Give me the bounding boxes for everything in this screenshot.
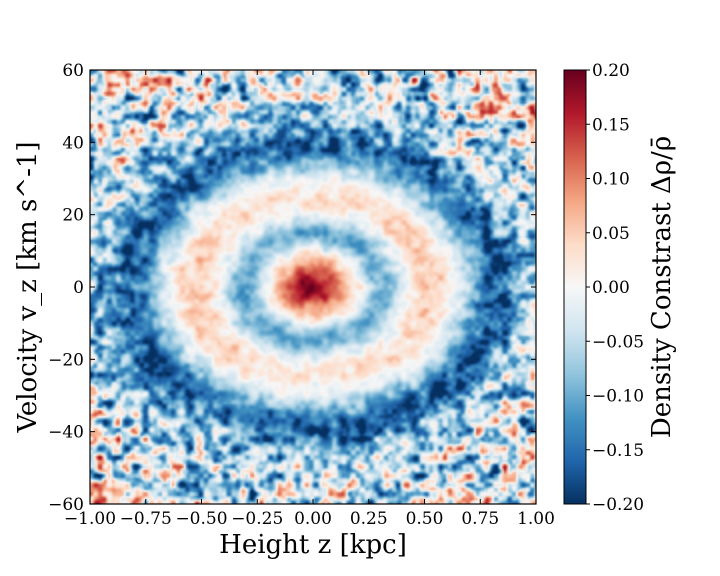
y-tick-label: −60	[48, 495, 84, 515]
y-axis-ticks: −60 −40 −20 0 20 40 60	[48, 61, 536, 515]
x-tick-label: −1.00	[64, 509, 116, 529]
colorbar-tick-label: 0.10	[592, 170, 630, 190]
heatmap-area	[90, 70, 536, 504]
density-heatmap	[90, 70, 536, 504]
x-tick-label: 0.50	[406, 509, 444, 529]
y-tick-label: 60	[62, 61, 84, 81]
colorbar-tick-label: −0.15	[592, 441, 644, 461]
y-axis-label: Velocity v_z [km s^-1]	[13, 141, 43, 433]
x-tick-label: −0.75	[120, 509, 172, 529]
colorbar-tick-label: −0.20	[592, 495, 644, 515]
colorbar-tick-label: 0.05	[592, 224, 630, 244]
colorbar-label: Density Constrast Δρ/ρ̄	[647, 136, 677, 438]
y-tick-label: 0	[73, 278, 84, 298]
x-axis-ticks: −1.00 −0.75 −0.50 −0.25 0.00 0.25 0.50 0.75 1.00	[64, 70, 555, 529]
x-tick-label: −0.50	[175, 509, 227, 529]
x-tick-label: 0.25	[350, 509, 388, 529]
y-tick-label: −40	[48, 423, 84, 443]
colorbar-tick-label: 0.00	[592, 278, 630, 298]
colorbar-tick-label: 0.15	[592, 115, 630, 135]
y-tick-label: 20	[62, 206, 84, 226]
colorbar-tick-label: −0.05	[592, 332, 644, 352]
y-tick-label: 40	[62, 133, 84, 153]
x-axis-label: Height z [kpc]	[219, 530, 407, 560]
x-tick-label: 1.00	[517, 509, 555, 529]
colorbar-tick-label: −0.10	[592, 387, 644, 407]
colorbar-tick-label: 0.20	[592, 61, 630, 81]
x-tick-label: −0.25	[231, 509, 283, 529]
x-tick-label: 0.00	[294, 509, 332, 529]
x-tick-label: 0.75	[461, 509, 499, 529]
colorbar-ticks: −0.20 −0.15 −0.10 −0.05 0.00 0.05 0.10 0.15 0.20	[586, 61, 644, 515]
colorbar	[563, 69, 587, 505]
y-tick-label: −20	[48, 350, 84, 370]
